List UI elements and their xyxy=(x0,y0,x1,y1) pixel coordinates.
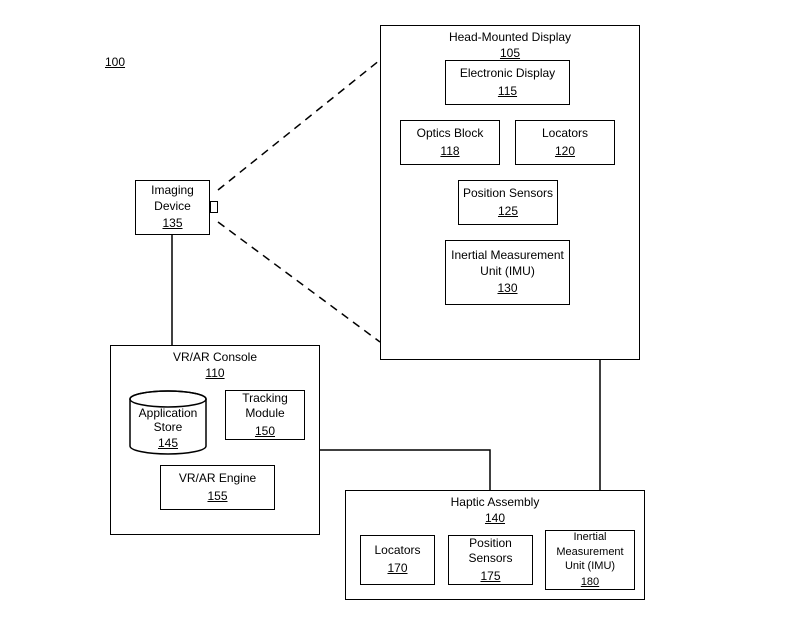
block-label: Electronic Display xyxy=(460,66,555,82)
block-label: Inertial Measurement Unit (IMU) xyxy=(450,248,565,279)
block-imaging-device: Imaging Device 135 xyxy=(135,180,210,235)
block-label: Tracking Module xyxy=(226,391,304,422)
block-locators-hmd: Locators 120 xyxy=(515,120,615,165)
container-ref: 110 xyxy=(111,366,319,380)
block-tracking-module: Tracking Module 150 xyxy=(225,390,305,440)
block-label: Inertial Measurement Unit (IMU) xyxy=(549,530,631,573)
block-label: Position Sensors xyxy=(449,536,532,567)
block-imu-haptic: Inertial Measurement Unit (IMU) 180 xyxy=(545,530,635,590)
block-ref: 175 xyxy=(480,569,500,585)
container-title: VR/AR Console xyxy=(111,350,319,364)
diagram-canvas: 100 Imaging Device 135 Head-Mounted Disp… xyxy=(0,0,785,627)
block-ref: 145 xyxy=(128,436,208,450)
block-ref: 115 xyxy=(498,84,517,100)
block-label: Optics Block xyxy=(417,126,484,142)
block-ref: 150 xyxy=(255,424,275,440)
block-label: Locators xyxy=(374,543,420,559)
block-label: Position Sensors xyxy=(463,186,553,202)
block-label: Application Store xyxy=(128,406,208,434)
imaging-device-notch xyxy=(210,201,218,213)
block-ref: 180 xyxy=(581,575,599,589)
container-ref: 140 xyxy=(346,511,644,525)
block-locators-haptic: Locators 170 xyxy=(360,535,435,585)
figure-reference: 100 xyxy=(105,55,125,69)
container-ref: 105 xyxy=(381,46,639,60)
block-imu-hmd: Inertial Measurement Unit (IMU) 130 xyxy=(445,240,570,305)
block-ref: 155 xyxy=(207,489,227,505)
block-electronic-display: Electronic Display 115 xyxy=(445,60,570,105)
edge-imaging-hmd-top xyxy=(218,60,380,190)
block-label: Locators xyxy=(542,126,588,142)
block-label: VR/AR Engine xyxy=(179,471,256,487)
edge-console-haptic xyxy=(320,450,490,490)
block-ref: 118 xyxy=(440,144,459,160)
block-ref: 120 xyxy=(555,144,575,160)
block-label: Imaging Device xyxy=(136,183,209,214)
block-ref: 170 xyxy=(387,561,407,577)
container-title: Haptic Assembly xyxy=(346,495,644,509)
block-vrar-engine: VR/AR Engine 155 xyxy=(160,465,275,510)
block-ref: 135 xyxy=(162,216,182,232)
block-position-sensors-haptic: Position Sensors 175 xyxy=(448,535,533,585)
block-ref: 125 xyxy=(498,204,518,220)
container-title: Head-Mounted Display xyxy=(381,30,639,44)
block-optics-block: Optics Block 118 xyxy=(400,120,500,165)
block-position-sensors-hmd: Position Sensors 125 xyxy=(458,180,558,225)
block-application-store: Application Store 145 xyxy=(128,390,208,455)
edge-imaging-hmd-bottom xyxy=(218,222,380,342)
block-ref: 130 xyxy=(497,281,517,297)
